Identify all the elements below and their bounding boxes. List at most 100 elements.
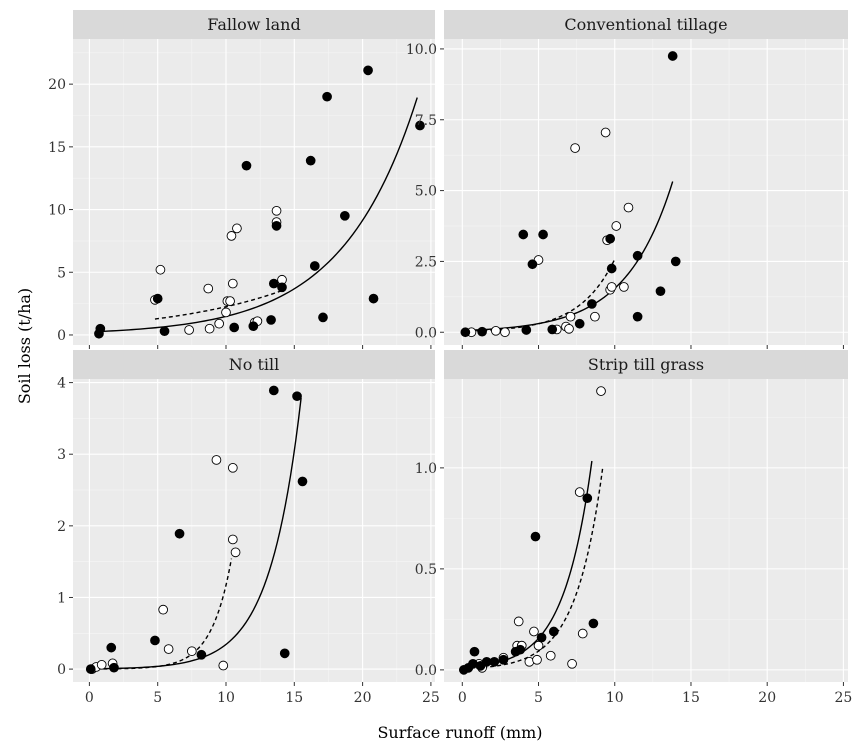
point-filled bbox=[574, 318, 585, 329]
y-tick-label: 0 bbox=[57, 662, 66, 678]
point-open bbox=[227, 278, 238, 289]
point-open bbox=[271, 205, 282, 216]
plot-contents bbox=[94, 65, 425, 339]
point-filled bbox=[85, 664, 96, 674]
point-open bbox=[230, 547, 241, 558]
point-filled bbox=[271, 221, 282, 231]
point-filled bbox=[277, 282, 287, 293]
point-filled bbox=[152, 293, 163, 304]
gridlines bbox=[444, 379, 848, 682]
point-open bbox=[490, 325, 501, 336]
x-tick-label: 20 bbox=[758, 690, 776, 706]
point-filled bbox=[363, 65, 373, 76]
plot-area bbox=[73, 379, 435, 682]
point-filled bbox=[588, 618, 599, 629]
point-filled bbox=[460, 327, 471, 338]
point-open bbox=[203, 283, 214, 294]
point-filled bbox=[536, 632, 547, 643]
point-open bbox=[565, 311, 576, 322]
point-open bbox=[204, 323, 215, 334]
point-open bbox=[596, 386, 606, 396]
point-filled bbox=[95, 323, 106, 334]
point-filled bbox=[518, 229, 529, 240]
point-filled bbox=[477, 326, 487, 337]
point-filled bbox=[530, 531, 541, 542]
y-tick-label: 10 bbox=[48, 203, 66, 219]
point-open bbox=[500, 327, 510, 338]
plot-contents bbox=[85, 385, 308, 674]
point-open bbox=[221, 307, 231, 318]
point-filled bbox=[322, 91, 332, 102]
y-tick-label: 0.0 bbox=[415, 325, 437, 341]
x-tick-label: 20 bbox=[354, 690, 372, 706]
point-filled bbox=[279, 648, 290, 659]
point-filled bbox=[266, 315, 276, 325]
point-open bbox=[211, 455, 222, 465]
x-tick-label: 10 bbox=[606, 690, 624, 706]
point-filled bbox=[582, 493, 593, 504]
panel-strip-till-grass: Strip till grass 0.0 0.5 1.0 0 5 10 15 20 25 bbox=[415, 350, 853, 706]
point-open bbox=[227, 462, 238, 473]
fit-curve-solid bbox=[96, 97, 418, 333]
point-open bbox=[214, 318, 225, 329]
point-filled bbox=[318, 312, 328, 323]
point-open bbox=[574, 487, 585, 497]
point-filled bbox=[268, 278, 279, 289]
panel-no-till: No till 0 1 2 3 4 0 5 10 15 20 25 bbox=[57, 350, 440, 706]
point-filled bbox=[667, 51, 678, 61]
point-filled bbox=[196, 649, 207, 660]
x-axis-title: Surface runoff (mm) bbox=[377, 723, 542, 742]
point-filled bbox=[109, 662, 119, 673]
point-filled bbox=[241, 160, 252, 171]
point-filled bbox=[229, 322, 240, 333]
point-open bbox=[545, 650, 556, 661]
y-tick-label: 20 bbox=[48, 77, 66, 93]
point-open bbox=[623, 202, 634, 213]
point-filled bbox=[548, 626, 559, 637]
point-filled bbox=[415, 120, 425, 131]
plot-contents bbox=[460, 51, 681, 338]
y-axis-title: Soil loss (t/ha) bbox=[15, 288, 34, 404]
point-open bbox=[227, 534, 238, 545]
point-filled bbox=[150, 635, 160, 646]
y-tick-label: 5.0 bbox=[415, 184, 437, 200]
x-tick-label: 10 bbox=[217, 690, 235, 706]
point-filled bbox=[106, 642, 117, 653]
point-open bbox=[577, 628, 588, 639]
facet-strip bbox=[73, 10, 435, 39]
point-open bbox=[226, 231, 237, 241]
point-open bbox=[606, 282, 617, 292]
y-tick-label: 7.5 bbox=[415, 113, 437, 129]
x-tick-label: 0 bbox=[85, 690, 94, 706]
fit-curve-solid bbox=[89, 397, 302, 670]
point-filled bbox=[515, 644, 526, 655]
point-open bbox=[184, 325, 194, 335]
point-open bbox=[163, 644, 174, 654]
fit-curve-dashed bbox=[154, 290, 281, 320]
point-open bbox=[513, 616, 524, 627]
point-filled bbox=[605, 233, 616, 244]
x-tick-label: 5 bbox=[153, 690, 162, 706]
point-filled bbox=[159, 326, 170, 337]
facet-strip bbox=[444, 350, 848, 379]
plot-area bbox=[444, 39, 848, 345]
y-tick-label: 1.0 bbox=[415, 461, 437, 477]
point-filled bbox=[309, 261, 320, 271]
point-open bbox=[619, 282, 629, 292]
point-filled bbox=[521, 325, 532, 335]
x-tick-label: 15 bbox=[682, 690, 700, 706]
point-open bbox=[155, 264, 166, 275]
point-open bbox=[590, 311, 600, 322]
facet-title: No till bbox=[229, 355, 280, 374]
point-open bbox=[600, 127, 611, 138]
point-open bbox=[611, 221, 622, 231]
point-open bbox=[186, 646, 197, 657]
point-filled bbox=[339, 210, 350, 221]
point-open bbox=[225, 296, 235, 306]
x-tick-label: 25 bbox=[835, 690, 853, 706]
point-filled bbox=[655, 286, 666, 297]
point-open bbox=[567, 658, 577, 669]
point-filled bbox=[248, 321, 259, 332]
facet-title: Fallow land bbox=[207, 15, 300, 34]
